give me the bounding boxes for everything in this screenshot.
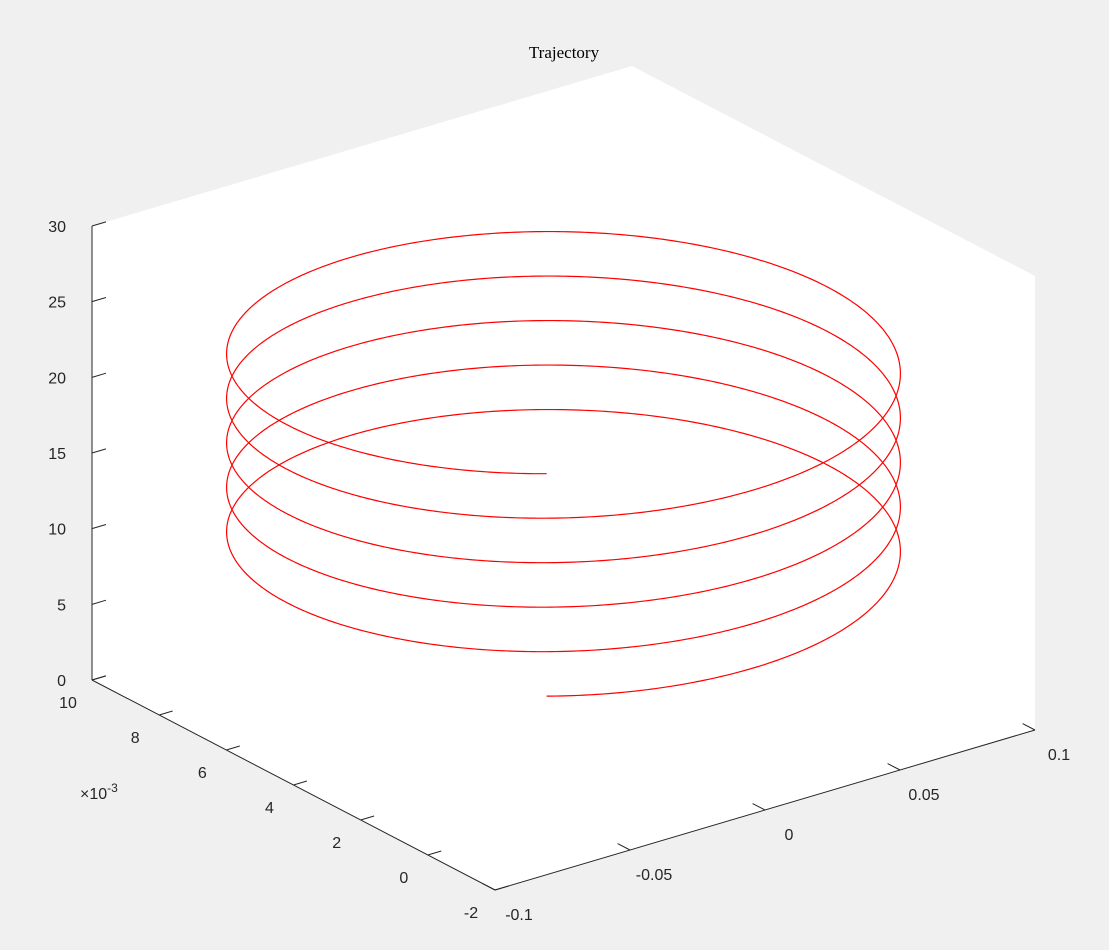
x-tick-label: -0.1 — [505, 907, 533, 924]
z-tick — [91, 599, 107, 605]
y-tick-label: 4 — [265, 800, 274, 817]
y-tick-label: 0 — [399, 870, 408, 887]
z-tick — [91, 372, 107, 378]
z-tick-label: 20 — [48, 370, 66, 387]
z-tick-label: 0 — [57, 673, 66, 690]
y-exponent-base: ×10 — [80, 786, 107, 803]
z-tick — [91, 675, 107, 681]
back-right-pane — [632, 66, 1035, 730]
y-tick-label: 6 — [198, 765, 207, 782]
trajectory-line — [225, 230, 902, 697]
z-tick — [91, 221, 107, 227]
z-tick — [91, 448, 107, 454]
y-exponent-label: ×10-3 — [80, 781, 118, 803]
plot-box — [92, 66, 1035, 890]
x-tick — [887, 763, 901, 771]
y-tick-label: 2 — [332, 835, 341, 852]
y-exponent-power: -3 — [107, 781, 118, 795]
z-tick-label: 5 — [57, 597, 66, 614]
y-tick-label: -2 — [464, 905, 478, 922]
y-tick — [494, 885, 509, 891]
y-tick-label: 8 — [131, 730, 140, 747]
z-tick — [91, 524, 107, 530]
y-tick — [360, 815, 375, 821]
z-tick-label: 30 — [48, 219, 66, 236]
trajectory-curve — [225, 230, 902, 697]
floor-pane — [92, 520, 1035, 890]
y-tick-label: 10 — [59, 695, 77, 712]
y-tick — [226, 745, 240, 751]
x-tick — [482, 883, 496, 891]
y-tick — [293, 780, 308, 786]
x-tick — [617, 843, 631, 851]
x-tick — [752, 803, 766, 811]
x-tick-label: 0 — [785, 827, 794, 844]
z-tick-label: 10 — [48, 522, 66, 539]
axes: -0.1 -0.05 0 0.05 0.1 -2 0 2 4 6 8 10 ×10-3 0 5 10 15 20 2… — [48, 219, 1070, 924]
x-tick-label: 0.1 — [1048, 747, 1070, 764]
x-tick-label: -0.05 — [636, 867, 673, 884]
chart-title: Trajectory — [529, 43, 600, 62]
x-tick-label: 0.05 — [908, 787, 939, 804]
y-tick — [427, 850, 442, 856]
z-tick — [91, 297, 107, 303]
z-tick-label: 15 — [48, 446, 66, 463]
y-tick — [159, 710, 173, 716]
z-tick-label: 25 — [48, 295, 66, 312]
x-tick — [1022, 723, 1036, 731]
